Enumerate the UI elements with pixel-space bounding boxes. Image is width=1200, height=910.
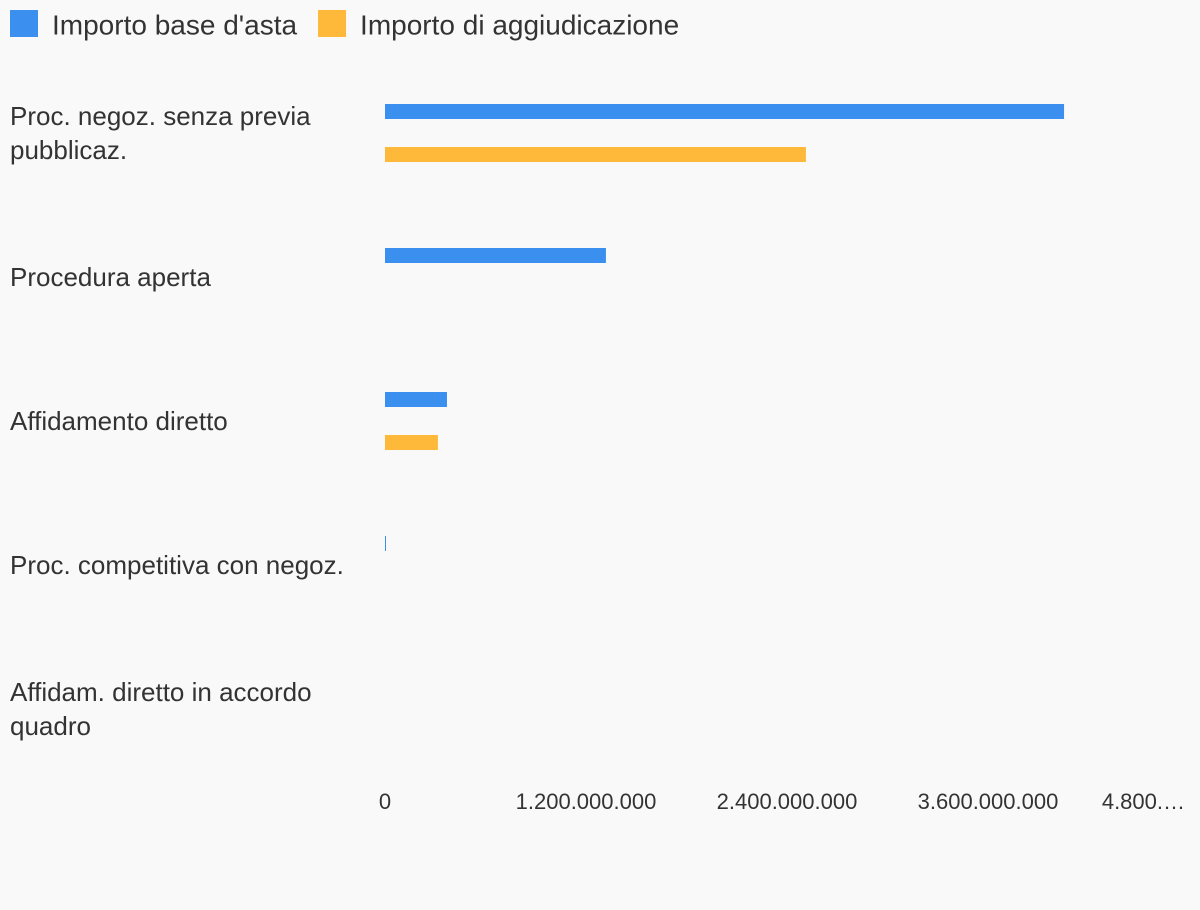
x-tick-label: 1.200.000.000 bbox=[516, 789, 657, 814]
bar bbox=[385, 248, 606, 263]
y-tick-label: Proc. negoz. senza previa pubblicaz. bbox=[10, 101, 311, 165]
y-tick-label: Affidam. diretto in accordo quadro bbox=[10, 677, 312, 741]
x-tick-label: 0 bbox=[379, 789, 391, 814]
bar bbox=[385, 104, 1065, 119]
bar bbox=[385, 147, 806, 162]
x-tick-label: 3.600.000.000 bbox=[918, 789, 1059, 814]
bar bbox=[385, 435, 438, 450]
x-tick-label: 4.800.… bbox=[1102, 789, 1185, 814]
y-tick-label: Affidamento diretto bbox=[10, 406, 228, 436]
bar bbox=[385, 536, 387, 551]
legend-label: Importo base d'asta bbox=[52, 9, 297, 40]
legend-label: Importo di aggiudicazione bbox=[360, 9, 679, 40]
y-tick-label: Procedura aperta bbox=[10, 262, 211, 292]
legend-swatch bbox=[10, 10, 38, 37]
y-tick-label: Proc. competitiva con negoz. bbox=[10, 550, 344, 580]
bar bbox=[385, 392, 447, 407]
legend-swatch bbox=[318, 10, 347, 37]
x-tick-label: 2.400.000.000 bbox=[717, 789, 858, 814]
